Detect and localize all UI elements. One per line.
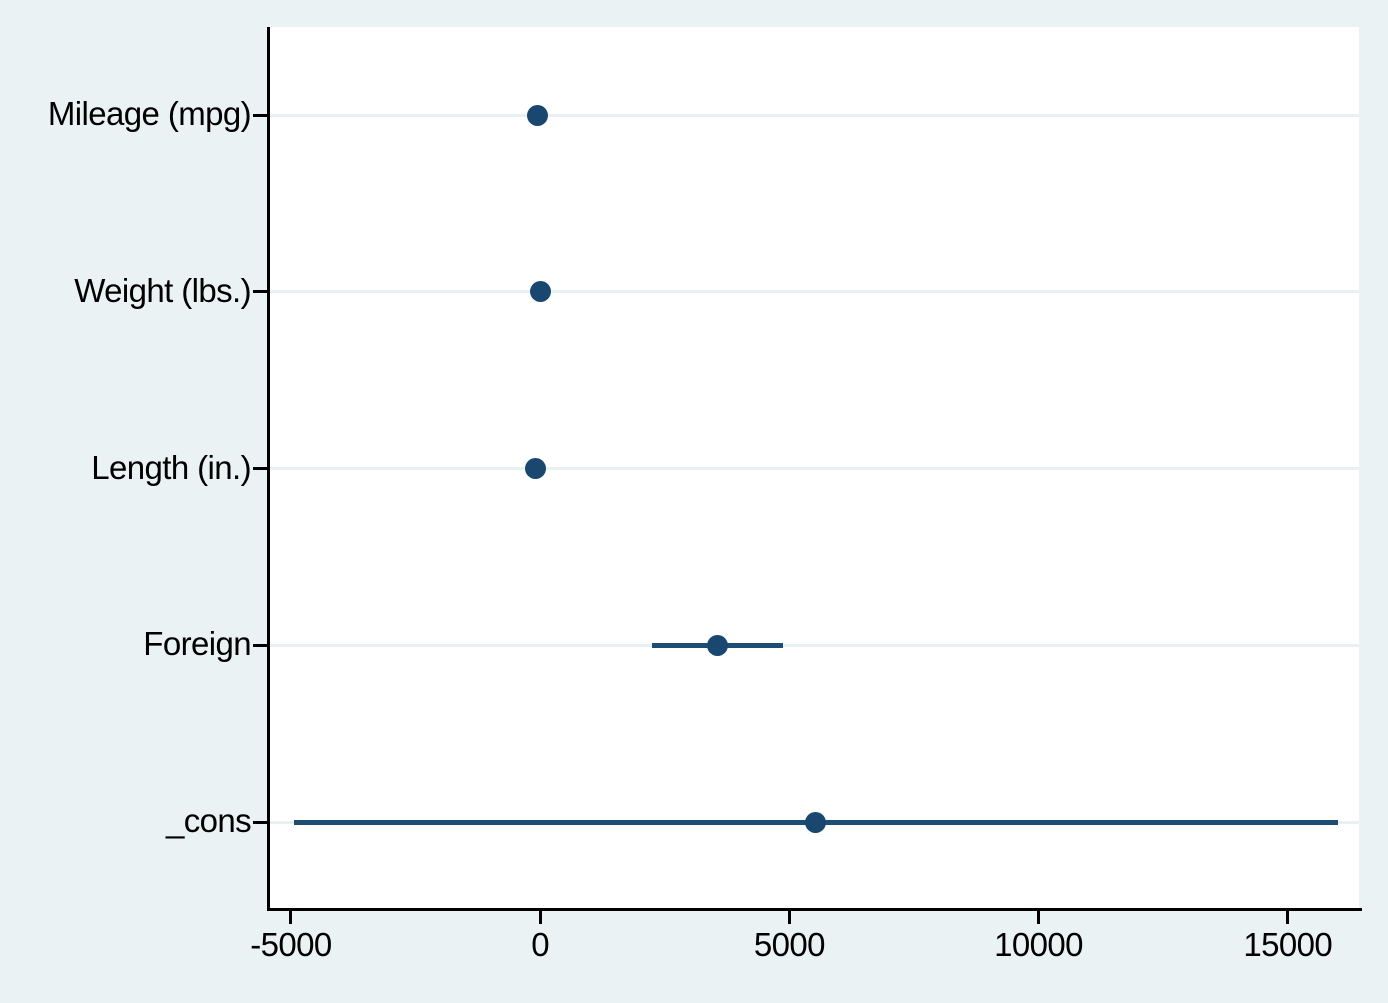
y-axis-tick [253,820,267,824]
y-axis-tick [253,290,267,294]
y-axis-category-label: Mileage (mpg) [47,95,252,133]
y-axis-tick [253,467,267,470]
coefficient-marker [529,281,551,303]
x-axis-tick [289,911,293,924]
x-axis-tick [787,911,791,924]
x-axis-tick-label: 5000 [753,926,826,963]
category-gridline [270,290,1359,294]
x-axis-tick-label: 10000 [994,926,1083,963]
category-gridline [270,643,1359,647]
x-axis-tick [538,911,542,924]
y-axis-category-label: Length (in.) [91,448,251,486]
x-axis-tick-label: 15000 [1243,926,1333,963]
coefficient-marker [706,634,728,656]
x-axis-tick [1286,911,1290,924]
y-axis-line [267,27,270,911]
coefficient-marker [804,811,826,833]
y-axis-category-label: _cons [165,802,252,840]
x-axis-tick-label: 0 [531,926,550,963]
x-axis-line [267,908,1362,911]
y-axis-tick [253,113,267,117]
y-axis-category-label: Weight (lbs.) [74,271,251,309]
coefficient-marker [527,104,549,126]
y-axis-tick [253,643,267,647]
y-axis-category-label: Foreign [143,625,251,663]
coefficient-marker [524,458,546,479]
category-gridline [270,467,1359,470]
category-gridline [270,113,1359,117]
x-axis-tick-label: -5000 [250,926,332,963]
x-axis-tick [1037,911,1041,924]
